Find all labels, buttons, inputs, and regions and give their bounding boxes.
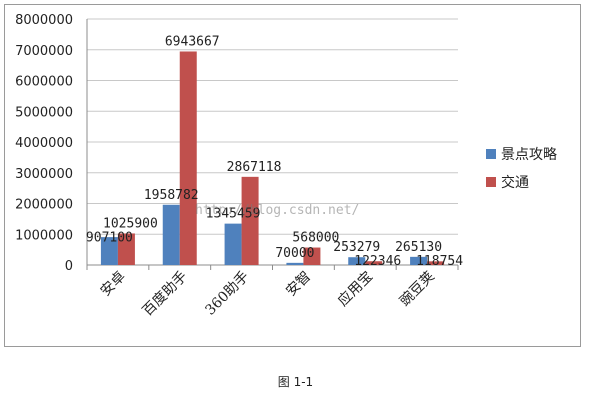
- legend-swatch: [486, 177, 496, 187]
- data-label: 1958782: [144, 188, 199, 203]
- y-tick-label: 4000000: [15, 136, 73, 151]
- x-category-label: 360助手: [202, 269, 252, 319]
- data-label: 6943667: [165, 34, 220, 49]
- x-category-label: 安卓: [98, 269, 129, 300]
- data-label: 118754: [416, 254, 463, 269]
- y-tick-label: 8000000: [15, 13, 73, 28]
- bar-series-b: [179, 51, 197, 265]
- chart-frame: [4, 4, 581, 347]
- bar-series-b: [303, 247, 321, 265]
- bar-series-b: [427, 261, 445, 265]
- x-category-label: 安智: [283, 269, 314, 300]
- data-label: 265130: [395, 240, 442, 255]
- bar-series-a: [162, 204, 180, 265]
- bar-series-a: [224, 223, 242, 265]
- legend-label: 景点攻略: [501, 147, 557, 163]
- x-category-label: 应用宝: [334, 268, 376, 310]
- data-label: 1025900: [103, 216, 158, 231]
- y-tick-label: 5000000: [15, 105, 73, 120]
- data-label: 907100: [86, 230, 133, 245]
- x-category-label: 豌豆荚: [396, 268, 438, 310]
- y-tick-label: 1000000: [15, 228, 73, 243]
- y-tick-label: 0: [65, 259, 73, 274]
- data-label: 1345459: [206, 207, 261, 222]
- bar-series-a: [286, 262, 304, 265]
- bar-series-b: [241, 176, 259, 265]
- y-tick-label: 7000000: [15, 44, 73, 59]
- data-label: 568000: [292, 231, 339, 246]
- data-label: 122346: [354, 254, 401, 269]
- legend-label: 交通: [501, 174, 529, 191]
- bar-series-a: [348, 257, 366, 265]
- data-label: 70000: [275, 246, 314, 261]
- x-category-label: 百度助手: [140, 269, 191, 320]
- bar-series-b: [117, 233, 135, 265]
- data-label: 2867118: [227, 160, 282, 175]
- data-label: 253279: [333, 240, 380, 255]
- legend-swatch: [486, 149, 496, 159]
- y-tick-label: 2000000: [15, 198, 73, 213]
- y-tick-label: 3000000: [15, 167, 73, 182]
- bar-series-a: [410, 256, 428, 265]
- y-tick-label: 6000000: [15, 75, 73, 90]
- bar-series-a: [100, 237, 118, 265]
- figure-caption: 图 1-1: [277, 375, 314, 389]
- bar-series-b: [365, 261, 383, 265]
